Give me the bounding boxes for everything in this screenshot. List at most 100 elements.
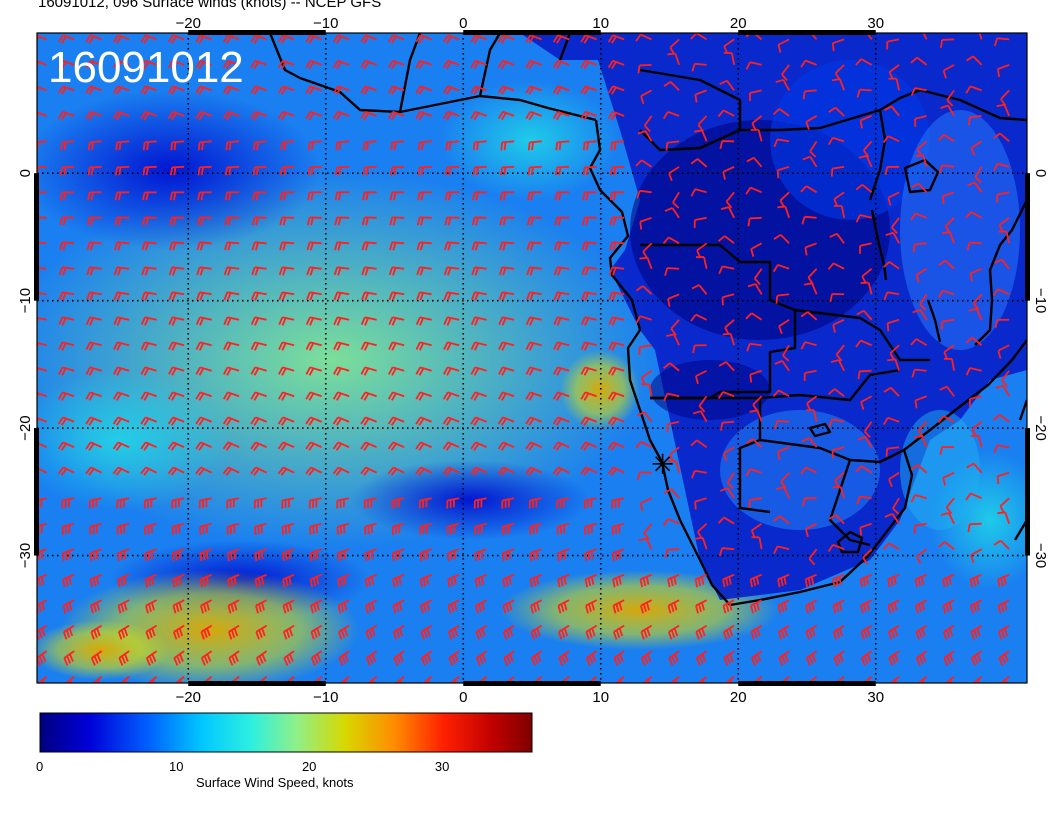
wind-barb-staff xyxy=(502,165,515,169)
wind-barb-feather xyxy=(140,34,147,43)
wind-barb-feather xyxy=(199,267,204,276)
wind-barb-feather xyxy=(701,679,706,683)
lat-tick-label-right: −20 xyxy=(1032,415,1049,440)
wind-barb-feather xyxy=(694,536,703,540)
wind-barb-feather xyxy=(90,605,94,614)
wind-barb-staff xyxy=(145,441,157,449)
wind-barb-staff xyxy=(557,85,570,92)
wind-barb-feather xyxy=(915,274,920,283)
wind-barb-feather xyxy=(774,360,783,365)
wind-barb-feather xyxy=(305,466,312,475)
wind-barb-feather xyxy=(390,468,398,476)
wind-barb-feather xyxy=(253,342,260,351)
wind-barb-feather xyxy=(804,247,808,256)
wind-barb-feather xyxy=(781,73,788,82)
wind-barb-feather xyxy=(116,552,120,562)
wind-barb-feather xyxy=(283,141,287,151)
wind-barb-feather xyxy=(367,551,371,561)
wind-barb-feather xyxy=(308,468,315,476)
wind-barb-staff xyxy=(117,266,130,270)
wind-barb-feather xyxy=(552,391,559,400)
wind-barb-feather xyxy=(37,61,40,67)
wind-barb-feather xyxy=(972,684,976,691)
wind-barb-staff xyxy=(90,416,102,423)
wind-barb-feather xyxy=(124,679,128,683)
wind-barb-staff xyxy=(648,384,653,397)
wind-barb-feather xyxy=(554,242,559,251)
wind-barb-feather xyxy=(285,551,288,561)
wind-barb-feather xyxy=(89,267,94,276)
wind-barb-staff xyxy=(612,85,625,92)
wind-barb-feather xyxy=(306,242,311,251)
wind-barb-feather xyxy=(60,418,67,426)
wind-barb-feather xyxy=(497,441,504,450)
wind-barb-staff xyxy=(117,165,130,169)
wind-barb-feather xyxy=(140,416,147,425)
wind-barb-feather xyxy=(1004,679,1008,683)
wind-barb-feather xyxy=(363,61,370,70)
wind-barb-feather xyxy=(89,317,94,326)
wind-barb-feather xyxy=(63,192,67,201)
wind-barb-feather xyxy=(442,416,449,425)
wind-barb-feather xyxy=(142,167,146,176)
wind-barb-staff xyxy=(37,165,47,169)
lon-tick-label-top: 10 xyxy=(592,15,609,32)
wind-barb-staff xyxy=(639,189,652,194)
wind-barb-feather xyxy=(829,293,834,302)
wind-barb-feather xyxy=(116,317,122,326)
colorbar-label: Surface Wind Speed, knots xyxy=(196,775,354,790)
wind-barb-staff xyxy=(612,466,625,474)
wind-barb-feather xyxy=(442,85,449,94)
wind-barb-staff xyxy=(836,233,845,244)
wind-barb-feather xyxy=(500,468,508,476)
wind-barb-feather xyxy=(305,85,312,94)
wind-barb-feather xyxy=(172,242,177,251)
wind-barb-feather xyxy=(140,441,147,450)
wind-barb-feather xyxy=(582,167,586,176)
wind-barb-feather xyxy=(419,317,424,326)
wind-barb-feather xyxy=(113,341,119,350)
wind-barb-feather xyxy=(694,501,697,510)
wind-barb-feather xyxy=(170,468,178,476)
wind-barb-staff xyxy=(639,315,652,321)
wind-barb-feather xyxy=(336,317,342,326)
wind-barb-feather xyxy=(890,629,896,638)
wind-barb-staff xyxy=(997,471,1010,477)
wind-barb-feather xyxy=(305,60,312,69)
wind-barb-feather xyxy=(362,142,366,151)
wind-barb-feather xyxy=(387,60,394,69)
wind-barb-feather xyxy=(117,631,123,640)
wind-barb-feather xyxy=(37,342,40,348)
wind-barb-staff xyxy=(695,369,708,377)
wind-barb-feather xyxy=(253,86,260,95)
wind-barb-staff xyxy=(227,366,240,372)
wind-barb-feather xyxy=(198,367,205,376)
wind-barb-feather xyxy=(470,34,477,43)
wind-barb-feather xyxy=(470,316,476,326)
wind-barb-staff xyxy=(887,191,900,199)
wind-barb-feather xyxy=(447,242,452,251)
wind-barb-feather xyxy=(912,244,916,253)
wind-barb-feather xyxy=(337,605,342,614)
wind-barb-feather xyxy=(528,367,535,376)
wind-barb-feather xyxy=(1000,577,1004,587)
wind-barb-feather xyxy=(387,466,395,475)
wind-barb-staff xyxy=(867,282,873,295)
wind-barb-feather xyxy=(167,34,174,43)
wind-barb-feather xyxy=(151,628,156,637)
wind-barb-staff xyxy=(144,341,157,347)
wind-barb-feather xyxy=(395,629,401,638)
wind-barb-staff xyxy=(365,416,377,423)
wind-barb-feather xyxy=(474,292,479,301)
wind-barb-feather xyxy=(85,466,92,475)
wind-barb-staff xyxy=(557,241,570,245)
wind-barb-feather xyxy=(827,137,834,146)
wind-barb-feather xyxy=(470,366,476,375)
wind-barb-staff xyxy=(529,140,542,144)
wind-barb-feather xyxy=(972,302,980,311)
wind-barb-staff xyxy=(227,110,240,117)
wind-barb-feather xyxy=(201,141,204,151)
wind-barb-feather xyxy=(830,359,839,363)
wind-barb-staff xyxy=(447,34,460,41)
wind-barb-staff xyxy=(585,110,597,117)
